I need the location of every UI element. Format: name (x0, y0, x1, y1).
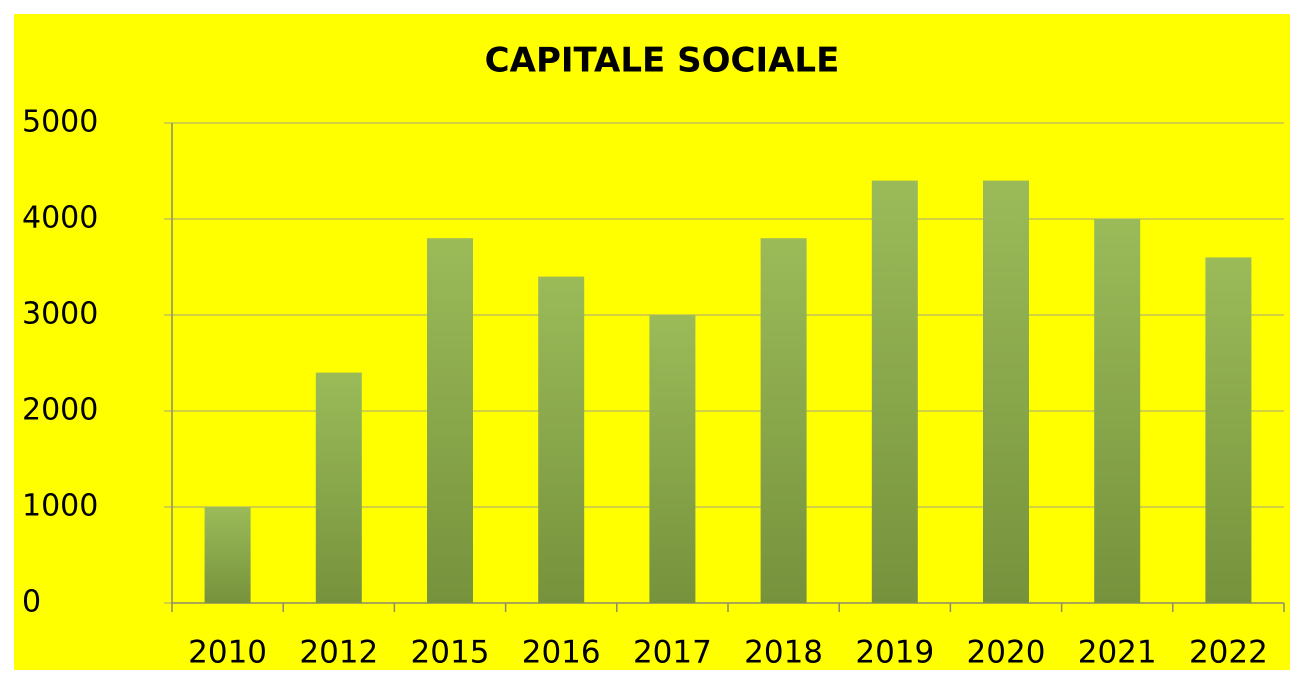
bar (538, 276, 585, 603)
x-tick-label: 2021 (1078, 635, 1157, 671)
x-tick-label: 2019 (855, 635, 934, 671)
x-tick-label: 2018 (744, 635, 823, 671)
x-tick-label: 2016 (522, 635, 601, 671)
x-tick-label: 2022 (1189, 635, 1268, 671)
bar (427, 238, 473, 603)
x-tick-label: 2017 (633, 635, 712, 671)
bar (1094, 219, 1141, 603)
y-tick-label: 3000 (22, 297, 98, 332)
bar (871, 180, 918, 603)
y-tick-label: 2000 (22, 393, 98, 428)
x-tick-label: 2020 (967, 635, 1046, 671)
y-tick-label: 4000 (22, 201, 98, 236)
y-tick-label: 1000 (22, 489, 98, 524)
bar (760, 238, 807, 603)
bar (649, 315, 696, 603)
x-tick-label: 2010 (188, 635, 267, 671)
chart-title: CAPITALE SOCIALE (485, 41, 840, 81)
x-tick-label: 2015 (411, 635, 490, 671)
y-tick-label: 0 (22, 585, 41, 620)
bar (983, 180, 1029, 603)
bar (315, 372, 362, 603)
bar (204, 507, 251, 603)
y-tick-label: 5000 (22, 105, 98, 140)
x-tick-label: 2012 (299, 635, 378, 671)
bar (1205, 257, 1252, 603)
